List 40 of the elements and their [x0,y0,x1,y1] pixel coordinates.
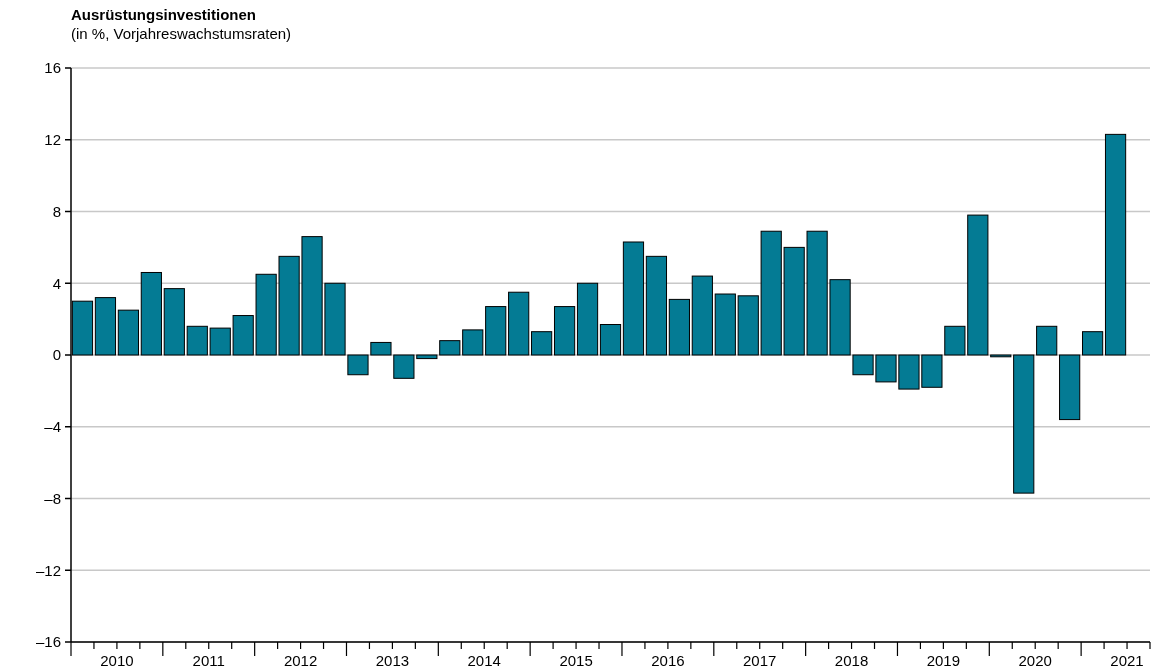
x-tick-label: 2015 [559,652,593,669]
bar [1059,354,1081,421]
y-tick-label: –8 [44,489,61,507]
bar [508,291,530,356]
y-tick-label: 12 [44,131,61,148]
y-tick-label: –16 [35,633,61,651]
x-tick-label: 2016 [651,652,685,669]
x-tick-label: 2010 [100,652,134,669]
x-tick-label: 2011 [192,652,225,669]
y-tick-label: 0 [52,346,61,364]
bar [163,288,185,356]
bar [1082,331,1104,356]
bar [668,298,690,356]
x-tick-label: 2021 [1110,652,1144,669]
bar [1104,133,1127,356]
x-tick-label: 2019 [926,652,961,669]
y-tick-label: 8 [52,202,61,220]
x-tick-label: 2018 [834,652,869,669]
y-tick-label: –4 [44,418,61,435]
bar [691,275,713,356]
chart-subtitle: (in %, Vorjahreswachstumsraten) [71,25,292,42]
x-tick-label: 2020 [1018,652,1052,669]
y-tick-label: –12 [35,561,61,579]
y-tick-label: 16 [44,59,61,77]
y-tick-label: 4 [52,274,61,292]
bar [576,282,599,356]
bar [94,297,117,356]
bar [553,306,576,356]
bar [1036,325,1058,356]
x-tick-label: 2013 [375,652,410,669]
x-tick-label: 2017 [743,652,777,669]
chart-title: Ausrüstungsinvestitionen [71,6,257,23]
bar [531,331,553,356]
x-tick-label: 2012 [283,652,318,669]
bar [622,241,645,356]
bar [599,324,622,356]
bar [140,271,162,356]
bar [117,309,139,356]
bar [645,255,668,356]
x-tick-label: 2014 [467,652,501,669]
